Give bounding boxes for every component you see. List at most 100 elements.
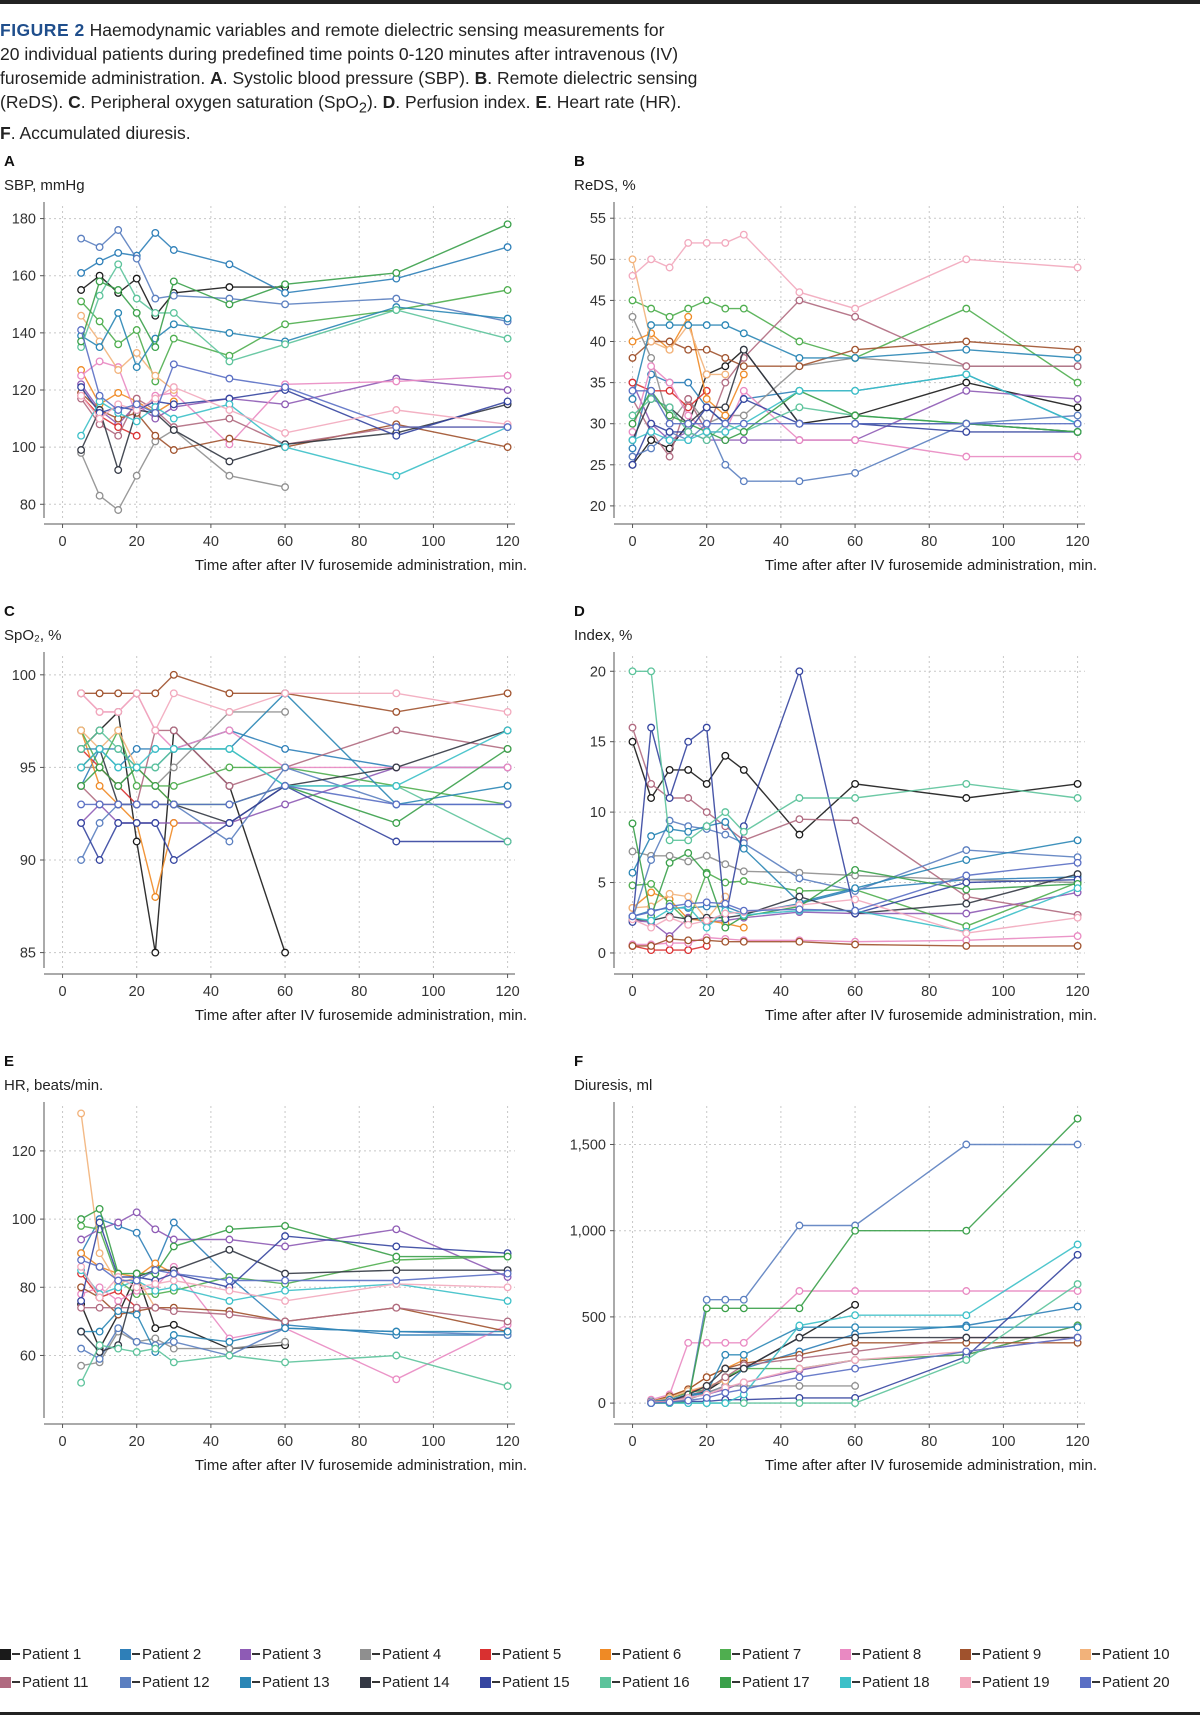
data-point bbox=[721, 238, 730, 247]
data-point bbox=[721, 321, 730, 330]
y-tick-label: 5 bbox=[598, 876, 606, 892]
data-point bbox=[281, 383, 290, 392]
series-line bbox=[80, 377, 508, 426]
y-tick-label: 20 bbox=[590, 664, 606, 680]
legend-label: Patient 20 bbox=[1102, 1673, 1170, 1691]
data-point bbox=[95, 1204, 104, 1213]
data-point bbox=[684, 312, 693, 321]
data-point bbox=[739, 1399, 748, 1408]
data-point bbox=[647, 794, 656, 802]
data-point bbox=[739, 1364, 748, 1373]
data-point bbox=[851, 794, 860, 802]
data-point bbox=[77, 234, 86, 243]
x-tick-label: 40 bbox=[203, 534, 219, 550]
data-point bbox=[503, 443, 512, 452]
data-point bbox=[739, 427, 748, 436]
legend-line bbox=[252, 1681, 260, 1683]
data-point bbox=[739, 1350, 748, 1359]
data-point bbox=[169, 1358, 178, 1367]
data-point bbox=[281, 948, 290, 957]
data-point bbox=[114, 340, 123, 349]
y-tick-label: 120 bbox=[12, 383, 36, 399]
data-point bbox=[225, 763, 234, 772]
data-point bbox=[114, 1218, 123, 1227]
legend-swatch bbox=[960, 1648, 971, 1660]
legend-item-patient-16: Patient 16 bbox=[600, 1674, 720, 1691]
x-tick-label: 40 bbox=[203, 984, 219, 1000]
data-point bbox=[77, 1215, 86, 1224]
series-line bbox=[651, 1336, 1078, 1403]
data-point bbox=[151, 1259, 160, 1268]
legend-line bbox=[1092, 1681, 1100, 1683]
data-point bbox=[281, 763, 290, 772]
data-point bbox=[169, 291, 178, 300]
series-line bbox=[80, 231, 508, 294]
data-point bbox=[95, 726, 104, 735]
data-point bbox=[1073, 263, 1082, 272]
data-point bbox=[795, 1381, 804, 1390]
x-tick-label: 40 bbox=[773, 1434, 789, 1450]
series-line bbox=[80, 748, 508, 824]
data-point bbox=[503, 243, 512, 252]
data-point bbox=[962, 1311, 971, 1320]
data-point bbox=[151, 1279, 160, 1288]
data-point bbox=[962, 345, 971, 354]
data-point bbox=[721, 304, 730, 313]
series-line bbox=[80, 360, 508, 446]
series-patient-11 bbox=[77, 1303, 512, 1326]
data-point bbox=[151, 1334, 160, 1343]
data-point bbox=[851, 884, 860, 893]
legend-swatch bbox=[720, 1676, 731, 1688]
data-point bbox=[169, 1320, 178, 1329]
data-point bbox=[225, 819, 234, 827]
data-point bbox=[721, 353, 730, 362]
legend-item-patient-14: Patient 14 bbox=[360, 1674, 480, 1691]
legend-line bbox=[612, 1681, 620, 1683]
data-point bbox=[392, 1276, 401, 1285]
data-point bbox=[169, 320, 178, 329]
series-line bbox=[80, 386, 508, 434]
data-point bbox=[169, 1337, 178, 1346]
series-patient-20 bbox=[77, 781, 512, 809]
data-point bbox=[721, 808, 730, 817]
data-point bbox=[795, 1354, 804, 1363]
data-point bbox=[1073, 452, 1082, 461]
y-tick-label: 25 bbox=[590, 458, 606, 474]
series-line bbox=[631, 259, 726, 376]
data-point bbox=[95, 1262, 104, 1271]
data-point bbox=[721, 1388, 730, 1397]
data-point bbox=[647, 321, 656, 330]
data-point bbox=[225, 689, 234, 698]
legend-item-patient-20: Patient 20 bbox=[1080, 1674, 1200, 1691]
data-point bbox=[503, 1382, 512, 1391]
data-point bbox=[647, 353, 656, 362]
data-point bbox=[281, 1337, 290, 1346]
data-point bbox=[962, 1333, 971, 1342]
data-point bbox=[392, 423, 401, 432]
data-point bbox=[132, 1303, 141, 1312]
x-tick-label: 120 bbox=[1065, 534, 1089, 550]
data-point bbox=[851, 940, 860, 949]
y-tick-label: 160 bbox=[12, 269, 36, 285]
series-line bbox=[80, 1249, 508, 1353]
data-point bbox=[739, 477, 748, 486]
series-line bbox=[80, 395, 137, 437]
data-point bbox=[132, 800, 141, 809]
data-point bbox=[739, 386, 748, 395]
data-point bbox=[702, 427, 711, 436]
data-point bbox=[795, 1304, 804, 1313]
data-point bbox=[739, 370, 748, 379]
data-point bbox=[281, 1358, 290, 1367]
data-point bbox=[132, 1269, 141, 1278]
data-point bbox=[392, 1252, 401, 1261]
data-point bbox=[392, 726, 401, 735]
series-line bbox=[651, 1254, 1079, 1404]
panel-d: D Index, % 0 5 10 15 20 0 20 40 60 80 100 120 Time aft… bbox=[574, 603, 1097, 1024]
data-point bbox=[647, 832, 656, 841]
legend-line bbox=[492, 1681, 500, 1683]
data-point bbox=[684, 920, 693, 929]
data-point bbox=[114, 1324, 123, 1333]
x-tick-label: 120 bbox=[495, 1434, 519, 1450]
data-point bbox=[851, 895, 860, 904]
data-point bbox=[503, 1327, 512, 1336]
